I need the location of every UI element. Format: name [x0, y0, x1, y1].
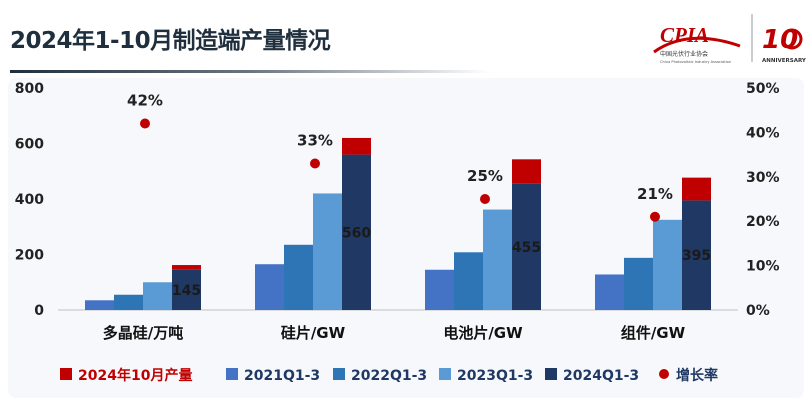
bar-2021Q1-3: [255, 264, 284, 310]
bar-2021Q1-3: [85, 300, 114, 310]
growth-label: 25%: [467, 167, 503, 185]
page-title: 2024年1-10月制造端产量情况: [10, 28, 331, 54]
logo-subtitle-en: China Photovoltaic Industry Association: [660, 60, 731, 64]
logo-subtitle: 中国光伏行业协会: [660, 50, 708, 58]
y-left-tick-label: 0: [34, 303, 44, 319]
bar-2024Q1-3: [172, 269, 201, 310]
bar-2024Q1-3: [682, 200, 711, 310]
bar-2021Q1-3: [595, 274, 624, 310]
growth-dot: [140, 118, 150, 129]
bar-2023Q1-3: [653, 219, 682, 310]
logo-text: CPIA: [660, 23, 709, 47]
legend-label: 2021Q1-3: [244, 368, 320, 384]
legend-swatch: [60, 368, 72, 380]
bar-2022Q1-3: [454, 252, 483, 310]
bar-2024Q1-3: [512, 183, 541, 310]
bar-2022Q1-3: [284, 244, 313, 310]
y-right-tick-label: 0%: [746, 303, 770, 319]
bar-2024Q1-3: [342, 154, 371, 310]
growth-label: 42%: [127, 92, 163, 110]
y-right-tick-label: 50%: [746, 81, 780, 97]
bar-oct-2024: [342, 137, 371, 155]
production-chart: 0 200 400 600 800 0% 10% 20% 30% 40% 50% 145 42% 多晶硅/…: [15, 81, 780, 384]
bar-2022Q1-3: [624, 257, 653, 310]
cpia-logo: CPIA 中国光伏行业协会 China Photovoltaic Industr…: [653, 14, 807, 64]
legend-label: 2024Q1-3: [563, 368, 639, 384]
bar-2023Q1-3: [483, 209, 512, 310]
anniversary-text: ANNIVERSARY: [762, 58, 807, 64]
bar-value-label: 145: [172, 283, 201, 299]
bar-value-label: 395: [682, 248, 711, 264]
legend-label: 2022Q1-3: [351, 368, 427, 384]
bar-2023Q1-3: [313, 193, 342, 310]
bar-2021Q1-3: [425, 269, 454, 310]
y-right-tick-label: 20%: [746, 214, 780, 230]
y-left-tick-label: 600: [15, 137, 44, 153]
growth-dot: [480, 194, 490, 204]
legend-label: 2023Q1-3: [457, 368, 533, 384]
bar-2023Q1-3: [143, 282, 172, 310]
legend-swatch: [439, 368, 451, 380]
y-left-tick-label: 400: [15, 192, 44, 208]
y-right-tick-label: 10%: [746, 259, 780, 275]
bar-value-label: 560: [342, 225, 371, 241]
y-left-tick-label: 200: [15, 248, 44, 264]
y-right-tick-label: 40%: [746, 125, 780, 141]
growth-label: 33%: [297, 131, 333, 149]
y-left-tick-label: 800: [15, 81, 44, 97]
legend-swatch: [226, 368, 238, 380]
growth-dot: [650, 211, 660, 222]
legend-dot: [659, 369, 669, 379]
y-right-tick-label: 30%: [746, 170, 780, 186]
category-label: 硅片/GW: [281, 324, 346, 342]
bar-oct-2024: [512, 159, 541, 184]
bar-2022Q1-3: [114, 294, 143, 310]
growth-dot: [310, 158, 320, 169]
bar-value-label: 455: [512, 240, 541, 256]
title-underline: [10, 70, 490, 73]
chart-panel: 0 200 400 600 800 0% 10% 20% 30% 40% 50% 145 42% 多晶硅/…: [8, 78, 804, 398]
legend-label: 2024年10月产量: [78, 367, 192, 384]
bar-oct-2024: [172, 265, 201, 270]
legend-swatch: [333, 368, 345, 380]
growth-label: 21%: [637, 185, 673, 203]
legend-label: 增长率: [676, 367, 718, 384]
category-label: 多晶硅/万吨: [103, 324, 183, 342]
anniversary-ring: [781, 28, 803, 50]
legend-swatch: [545, 368, 557, 380]
category-label: 电池片/GW: [443, 324, 523, 342]
bar-oct-2024: [682, 177, 711, 201]
logo-swoosh: [653, 36, 741, 54]
category-label: 组件/GW: [621, 324, 686, 342]
